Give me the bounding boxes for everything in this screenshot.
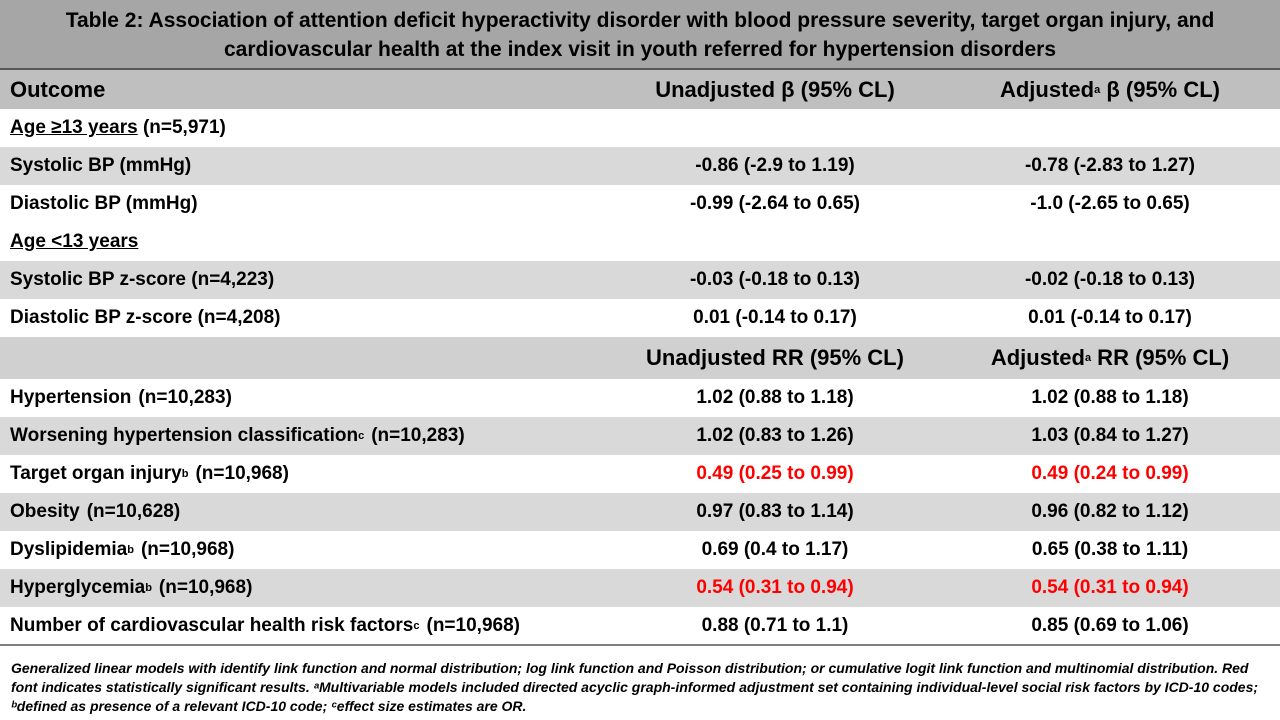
table-header-row: Outcome Unadjusted β (95% CL) Adjusted a … [0,70,1280,109]
group-label: Age <13 years [10,223,138,261]
table-row: Diastolic BP (mmHg) -0.99 (-2.64 to 0.65)… [0,185,1280,223]
results-table: Outcome Unadjusted β (95% CL) Adjusted a … [0,70,1280,645]
table-title: Table 2: Association of attention defici… [0,0,1280,70]
group-label: Age ≥13 years (n=5,971) [10,109,226,147]
header-unadjusted-rr: Unadjusted RR (95% CL) [610,337,940,379]
table-row: Number of cardiovascular health risk fac… [0,607,1280,645]
unadjusted-estimate-cell: 0.01 (-0.14 to 0.17) [610,299,940,337]
table-row: Systolic BP z-score (n=4,223) -0.03 (-0.1… [0,261,1280,299]
outcome-cell: Number of cardiovascular health risk fac… [10,607,520,645]
adjusted-estimate-cell: 0.01 (-0.14 to 0.17) [950,299,1270,337]
table-footnote: Generalized linear models with identify … [0,644,1280,720]
unadjusted-estimate-cell: -0.86 (-2.9 to 1.19) [610,147,940,185]
outcome-cell: Obesity (n=10,628) [10,493,180,531]
outcome-cell: Target organ injury b (n=10,968) [10,455,289,493]
table-row: Dyslipidemia b (n=10,968) 0.69 (0.4 to 1.17… [0,531,1280,569]
adjusted-estimate-cell: -1.0 (-2.65 to 0.65) [950,185,1270,223]
adjusted-estimate-cell: 0.49 (0.24 to 0.99) [950,455,1270,493]
unadjusted-estimate-cell: 0.69 (0.4 to 1.17) [610,531,940,569]
outcome-cell: Systolic BP z-score (n=4,223) [10,261,274,299]
outcome-cell: Systolic BP (mmHg) [10,147,191,185]
outcome-cell: Diastolic BP z-score (n=4,208) [10,299,281,337]
outcome-cell: Hypertension (n=10,283) [10,379,232,417]
table-row: Diastolic BP z-score (n=4,208) 0.01 (-0.1… [0,299,1280,337]
unadjusted-estimate-cell: -0.03 (-0.18 to 0.13) [610,261,940,299]
adjusted-estimate-cell: 1.02 (0.88 to 1.18) [950,379,1270,417]
table-row: Hyperglycemia b (n=10,968) 0.54 (0.31 to 0.… [0,569,1280,607]
outcome-cell: Diastolic BP (mmHg) [10,185,198,223]
header-outcome: Outcome [10,70,105,109]
unadjusted-estimate-cell: 1.02 (0.88 to 1.18) [610,379,940,417]
table-row: Obesity (n=10,628) 0.97 (0.83 to 1.14) 0.96… [0,493,1280,531]
unadjusted-estimate-cell: 0.49 (0.25 to 0.99) [610,455,940,493]
header-adjusted-rr: Adjusted a RR (95% CL) [950,337,1270,379]
adjusted-estimate-cell: -0.02 (-0.18 to 0.13) [950,261,1270,299]
table-row: Hypertension (n=10,283) 1.02 (0.88 to 1.18… [0,379,1280,417]
header-adjusted-beta: Adjusted a β (95% CL) [950,70,1270,109]
adjusted-estimate-cell: -0.78 (-2.83 to 1.27) [950,147,1270,185]
adjusted-estimate-cell: 1.03 (0.84 to 1.27) [950,417,1270,455]
table-subheader-row: Unadjusted RR (95% CL) Adjusted a RR (95%… [0,337,1280,379]
adjusted-estimate-cell: 0.85 (0.69 to 1.06) [950,607,1270,645]
unadjusted-estimate-cell: 0.97 (0.83 to 1.14) [610,493,940,531]
outcome-cell: Worsening hypertension classification c (n… [10,417,465,455]
unadjusted-estimate-cell: 0.54 (0.31 to 0.94) [610,569,940,607]
table-row: Systolic BP (mmHg) -0.86 (-2.9 to 1.19) -0… [0,147,1280,185]
unadjusted-estimate-cell: 1.02 (0.83 to 1.26) [610,417,940,455]
unadjusted-estimate-cell: 0.88 (0.71 to 1.1) [610,607,940,645]
header-unadjusted-beta: Unadjusted β (95% CL) [610,70,940,109]
group-row-age-under-13: Age <13 years [0,223,1280,261]
adjusted-estimate-cell: 0.54 (0.31 to 0.94) [950,569,1270,607]
table-row: Worsening hypertension classification c (n… [0,417,1280,455]
table-row: Target organ injury b (n=10,968) 0.49 (0.25… [0,455,1280,493]
group-row-age-13-plus: Age ≥13 years (n=5,971) [0,109,1280,147]
adjusted-estimate-cell: 0.65 (0.38 to 1.11) [950,531,1270,569]
outcome-cell: Dyslipidemia b (n=10,968) [10,531,234,569]
outcome-cell: Hyperglycemia b (n=10,968) [10,569,252,607]
unadjusted-estimate-cell: -0.99 (-2.64 to 0.65) [610,185,940,223]
adjusted-estimate-cell: 0.96 (0.82 to 1.12) [950,493,1270,531]
